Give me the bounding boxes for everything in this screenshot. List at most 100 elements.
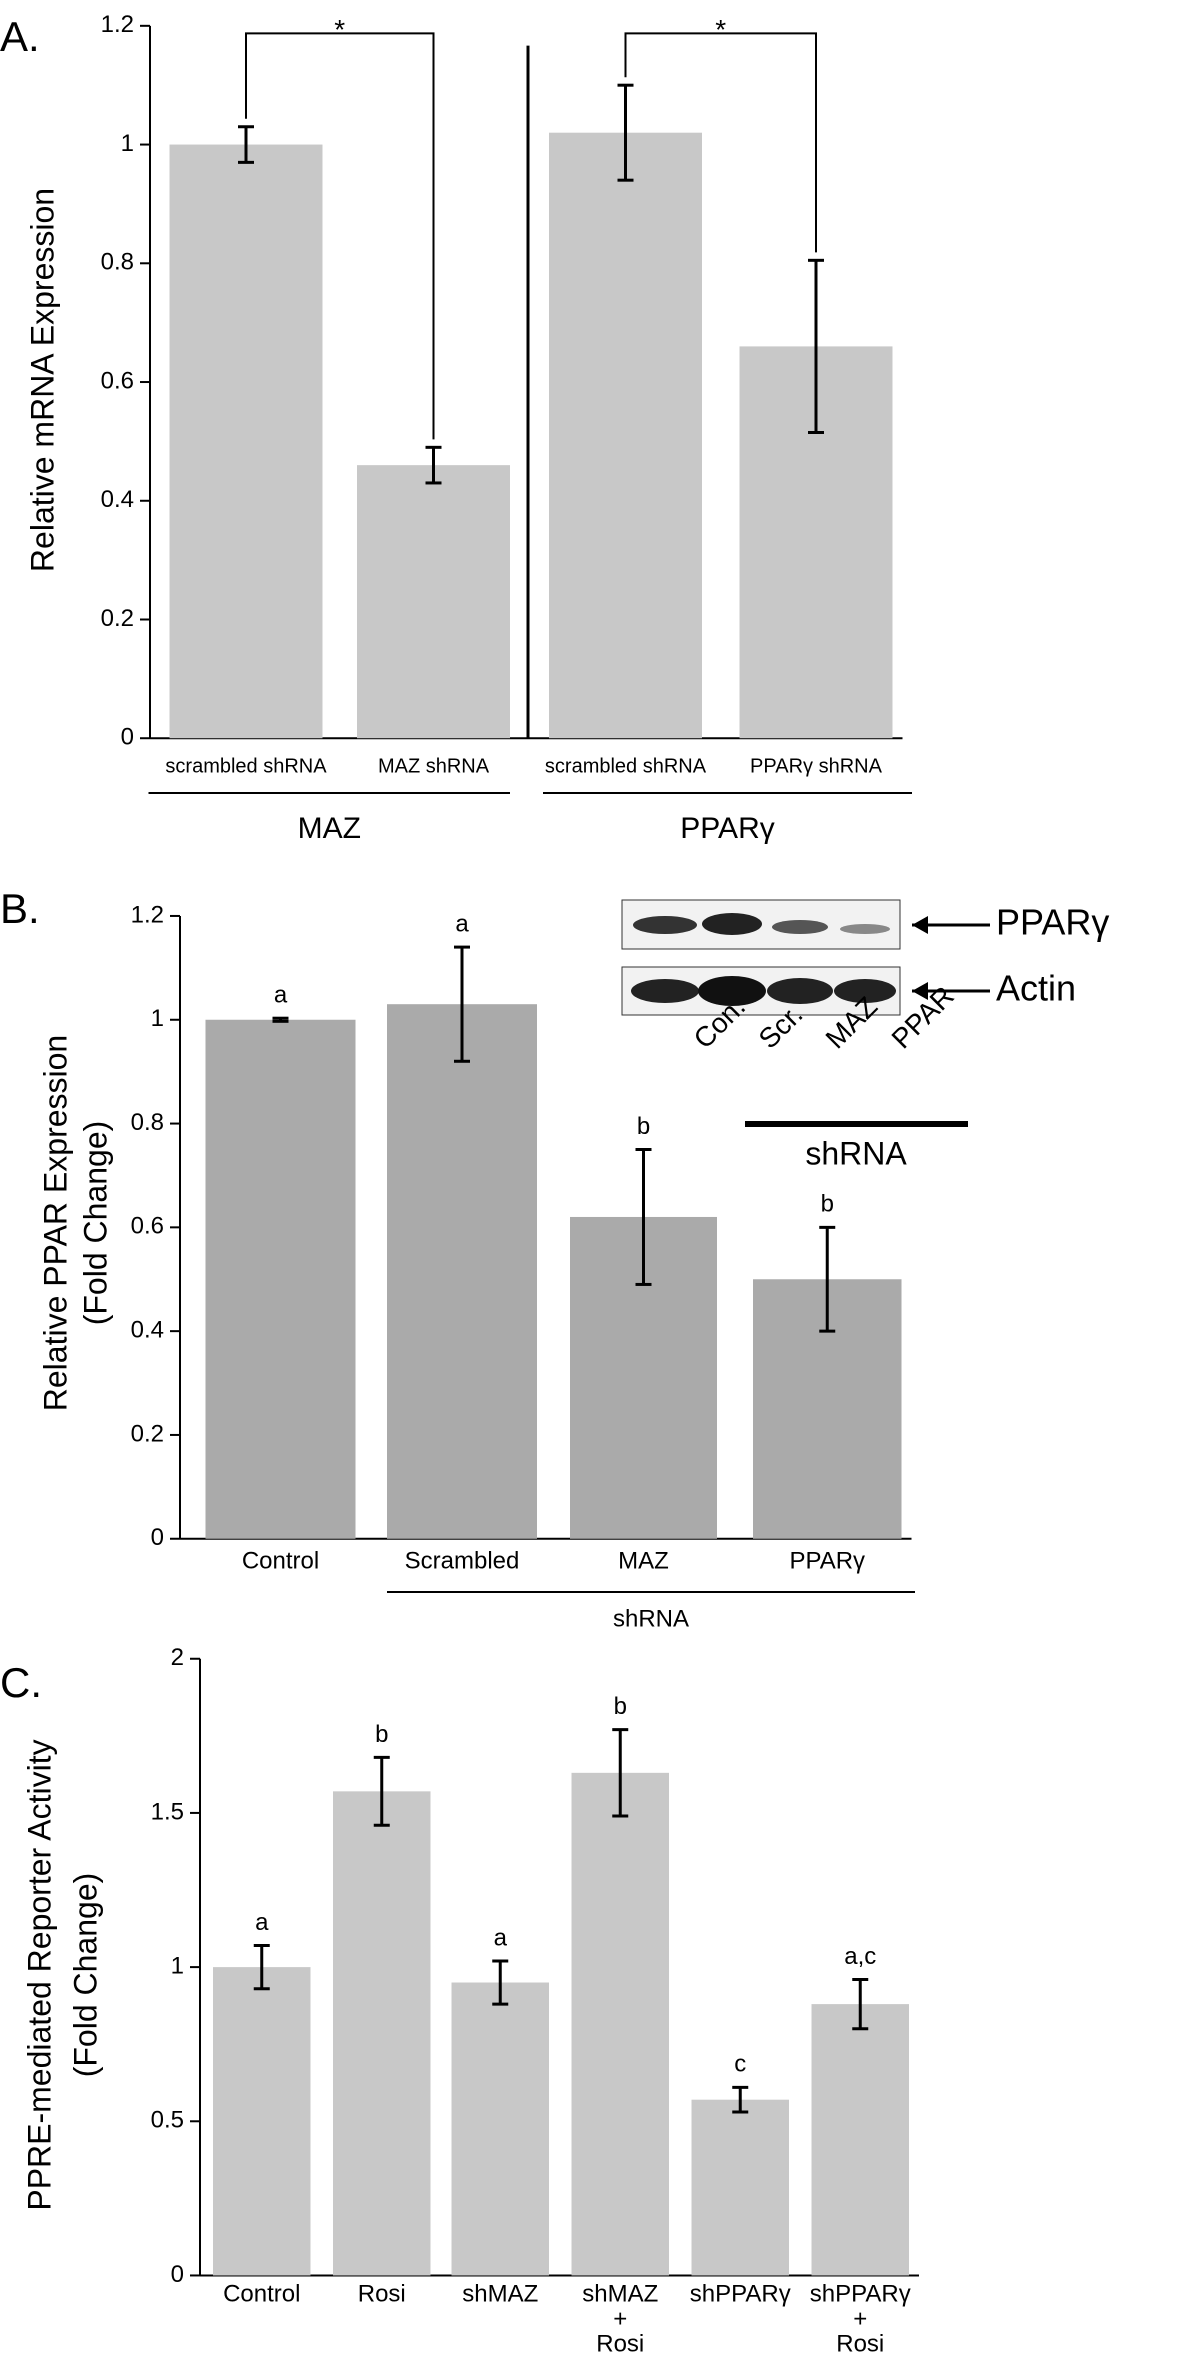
band [767,978,833,1004]
band [840,924,890,934]
bar [333,1791,431,2276]
band-label: Actin [996,968,1076,1009]
significance-bracket [245,32,435,440]
significance-letter: b [614,1693,627,1720]
arrow-head [912,982,928,1000]
bar [387,1004,537,1539]
y-axis-label: (Fold Change) [67,1873,103,2078]
x-tick-label: PPARγ shRNA [750,755,883,777]
error-bar [272,1016,289,1023]
significance-letter: b [375,1721,388,1748]
x-tick-label: shMAZ [462,2280,538,2307]
error-bar [612,1728,629,1818]
x-tick-label: shPPARγ [690,2280,791,2307]
western-blot: PPARγ Actin Con. Scr. MAZ PPAR shRNA [621,899,1109,1171]
panel-label: A. [0,13,40,60]
significance-letter: b [637,1113,650,1140]
y-tick-label: 0.4 [101,486,134,513]
error-bar [808,258,824,434]
x-tick-label: Scrambled [405,1547,520,1574]
y-tick-label: 0 [171,2261,184,2288]
y-axis-label: Relative mRNA Expression [24,188,60,572]
x-tick-label: Rosi [836,2330,884,2357]
x-tick-label: MAZ [618,1547,669,1574]
error-bar [373,1755,390,1827]
bar [811,2004,909,2276]
error-bar [732,2085,749,2114]
bar [205,1019,356,1539]
bar [549,132,702,739]
band [631,979,699,1003]
x-tick-label: Rosi [596,2330,644,2357]
y-tick-label: 0.2 [101,605,134,632]
y-tick-label: 0 [121,724,134,751]
y-tick-label: 2 [171,1644,184,1671]
y-tick-label: 0.4 [131,1316,164,1343]
band [633,916,697,934]
significance-letter: a,c [844,1943,876,1970]
bar [691,2099,789,2276]
y-tick-label: 1.5 [151,1798,184,1825]
y-tick-label: 0 [151,1524,164,1551]
x-tick-label: Control [223,2280,300,2307]
panel-label: C. [0,1659,42,1706]
bar [169,144,323,739]
x-tick-label: Control [242,1547,319,1574]
y-tick-label: 0.5 [151,2107,184,2134]
error-bar [819,1225,836,1333]
x-tick-label: PPARγ [789,1547,865,1574]
x-tick-label: scrambled shRNA [545,755,707,777]
y-axis-label: Relative PPAR Expression [37,1035,73,1411]
x-tick-label: MAZ shRNA [378,755,490,777]
significance-mark: * [334,14,345,45]
y-tick-label: 0.2 [131,1420,164,1447]
band [834,979,896,1003]
significance-letter: a [274,982,288,1009]
y-tick-label: 1.2 [101,11,134,38]
error-bar [425,445,442,485]
bar [571,1772,669,2276]
significance-letter: b [821,1191,834,1218]
significance-letter: c [734,2051,746,2078]
group-label: shRNA [805,1135,907,1171]
error-bar [492,1959,509,2006]
band-label: PPARγ [996,902,1109,943]
significance-letter: a [494,1924,508,1951]
bar [451,1982,549,2276]
bar [213,1967,311,2276]
group-label: MAZ [298,812,361,845]
y-tick-label: 1 [121,130,134,157]
y-tick-label: 0.8 [131,1109,164,1136]
y-tick-label: 1 [151,1005,164,1032]
y-tick-label: 0.6 [131,1213,164,1240]
y-axis-label: PPRE-mediated Reporter Activity [21,1739,57,2210]
significance-letter: a [255,1909,269,1936]
x-tick-label: scrambled shRNA [165,755,327,777]
bar [357,465,510,739]
error-bar [852,1977,869,2031]
x-tick-label: shMAZ [582,2280,658,2307]
y-tick-label: 0.6 [101,367,134,394]
y-axis-label: (Fold Change) [77,1121,113,1326]
y-tick-label: 0.8 [101,249,134,276]
significance-letter: a [455,910,469,937]
band [772,920,828,934]
error-bar [617,83,634,182]
band [698,976,766,1006]
arrow-head [912,916,928,934]
significance-bracket [624,32,817,253]
band [702,913,762,935]
error-bar [253,1944,270,1991]
error-bar [454,945,470,1063]
x-tick-label: shPPARγ [810,2280,911,2307]
panel-label: B. [0,885,40,932]
group-label: shRNA [613,1605,689,1632]
group-label: PPARγ [680,812,774,845]
x-tick-label: Rosi [358,2280,406,2307]
error-bar [635,1148,652,1286]
x-tick-label: + [613,2305,627,2332]
error-bar [238,125,254,164]
y-tick-label: 1 [171,1952,184,1979]
significance-mark: * [715,14,726,45]
